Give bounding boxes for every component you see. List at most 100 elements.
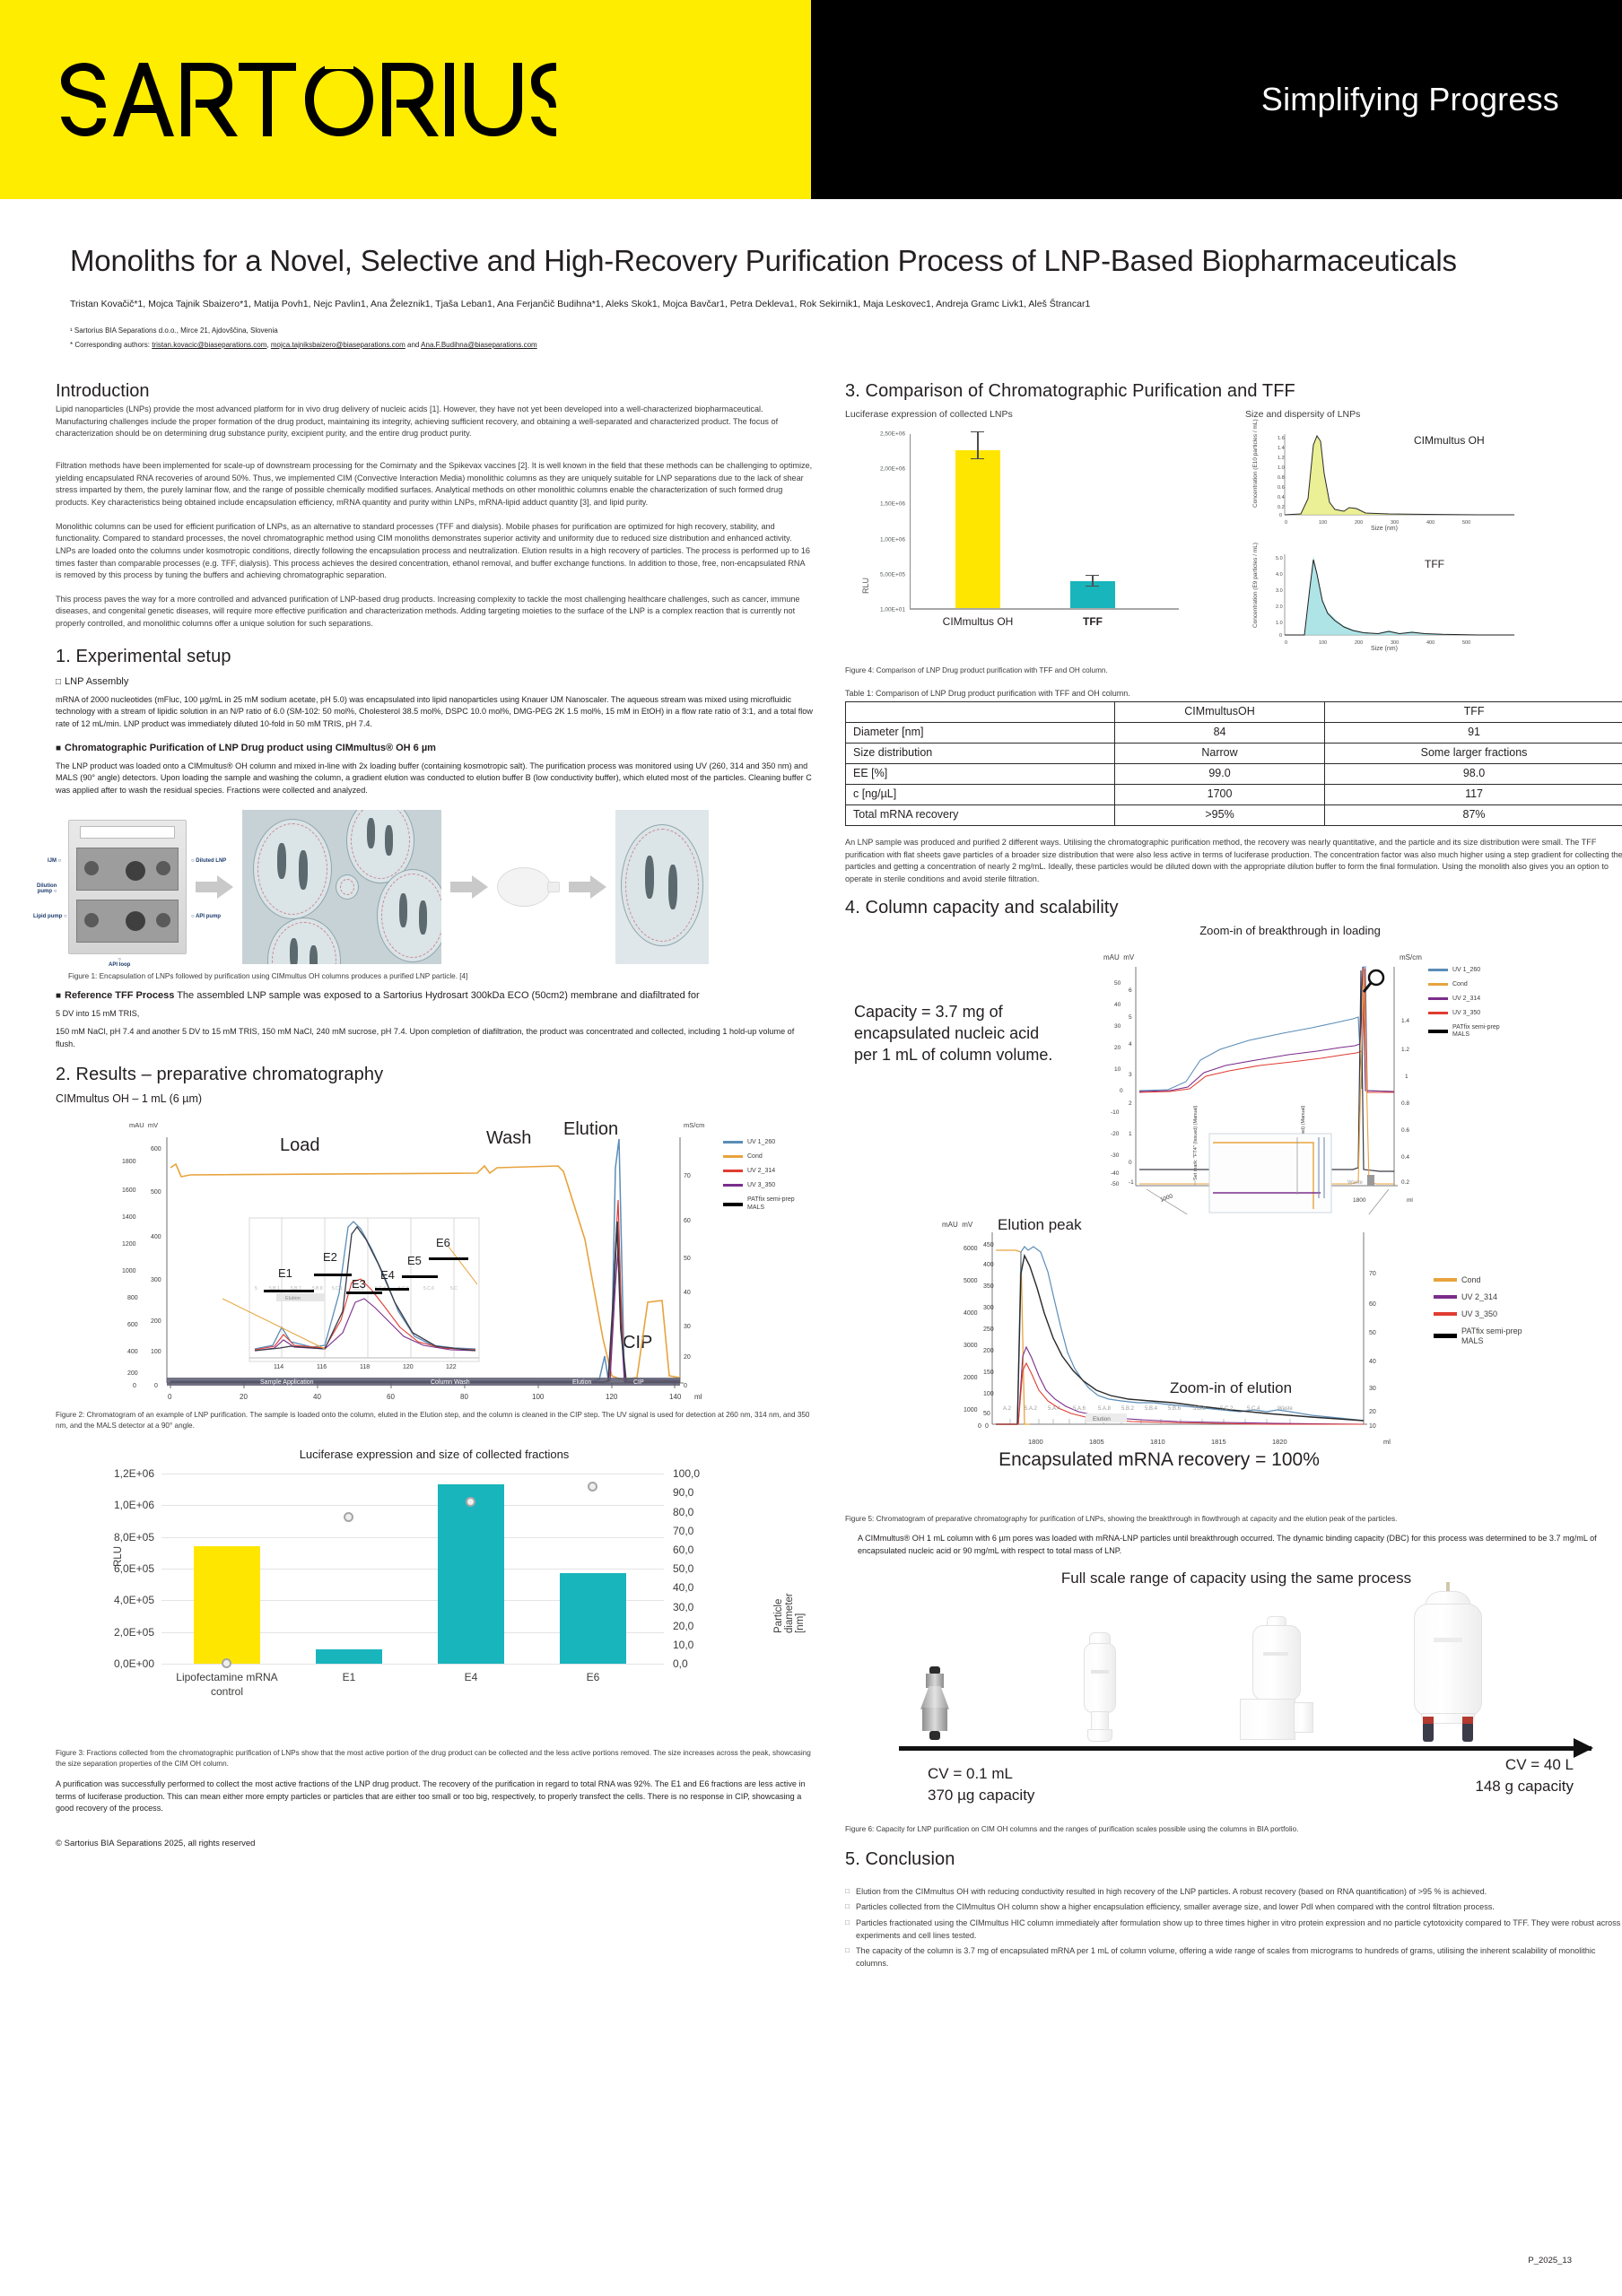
svg-text:Elution: Elution xyxy=(1093,1416,1111,1422)
label-ijm: IJM ○ xyxy=(48,857,62,864)
svg-text:5.A.2: 5.A.2 xyxy=(1025,1406,1038,1412)
svg-text:A.2: A.2 xyxy=(1003,1406,1012,1412)
svg-text:100: 100 xyxy=(983,1391,994,1397)
section-2-column-label: CIMmultus OH – 1 mL (6 µm) xyxy=(56,1092,203,1106)
column-800ml xyxy=(1240,1615,1313,1742)
svg-text:20: 20 xyxy=(1369,1409,1376,1415)
list-item: The capacity of the column is 3.7 mg of … xyxy=(845,1945,1622,1970)
section-1-paragraph-3b: 150 mM NaCl, pH 7.4 and another 5 DV to … xyxy=(56,1027,795,1048)
intro-paragraph-3: Monolithic columns can be used for effic… xyxy=(56,521,810,580)
svg-text:10: 10 xyxy=(1114,1066,1121,1073)
section-1-paragraph-1: mRNA of 2000 nucleotides (mFluc, 100 µg/… xyxy=(56,694,813,728)
email-1[interactable]: tristan.kovacic@biaseparations.com xyxy=(152,340,267,349)
figure-4-group: Luciferase expression of collected LNPs … xyxy=(845,409,1622,653)
phase-label-load: Load xyxy=(280,1135,320,1156)
svg-text:20: 20 xyxy=(1114,1045,1121,1051)
figure-4c-tff: TFF Concentration (E9 particles / mL) 5.… xyxy=(1245,543,1541,653)
scale-left-label: CV = 0.1 mL 370 µg capacity xyxy=(928,1765,1035,1804)
svg-text:1.2: 1.2 xyxy=(1278,456,1285,461)
svg-text:500: 500 xyxy=(1462,520,1470,526)
figure-2-caption: Figure 2: Chromatogram of an example of … xyxy=(56,1411,810,1431)
capacity-callout: Capacity = 3.7 mg of encapsulated nuclei… xyxy=(854,1002,1053,1065)
svg-text:0.2: 0.2 xyxy=(1278,505,1285,510)
fraction-label-e4: E4 xyxy=(380,1268,395,1283)
svg-text:40: 40 xyxy=(313,1393,321,1401)
svg-text:80: 80 xyxy=(460,1393,468,1401)
svg-text:Elution: Elution xyxy=(572,1379,592,1386)
svg-text:1800: 1800 xyxy=(1028,1438,1043,1446)
svg-text:mAU mV: mAU mV xyxy=(942,1221,973,1229)
email-3[interactable]: Ana.F.Budihna@biaseparations.com xyxy=(421,340,537,349)
figure-5a-legend: UV 1_260 Cond UV 2_314 UV 3_350 PATfix s… xyxy=(1428,967,1506,1048)
svg-text:ml: ml xyxy=(1407,1197,1413,1204)
axis-unit-mau-mv: mAU mV xyxy=(129,1121,159,1130)
svg-text:0.6: 0.6 xyxy=(1278,485,1285,491)
svg-text:-20: -20 xyxy=(1111,1131,1120,1137)
svg-text:400: 400 xyxy=(983,1262,994,1268)
svg-text:122: 122 xyxy=(446,1364,457,1370)
svg-text:-40: -40 xyxy=(1111,1170,1120,1177)
svg-text:100: 100 xyxy=(1319,640,1327,646)
bar-e4 xyxy=(438,1483,504,1665)
svg-text:0.2: 0.2 xyxy=(1401,1179,1409,1186)
svg-text:5.C.4: 5.C.4 xyxy=(1247,1406,1260,1412)
svg-text:4: 4 xyxy=(1129,1041,1132,1048)
svg-text:5: 5 xyxy=(255,1286,257,1292)
figure-5b-title: Zoom-in of elution xyxy=(1169,1378,1293,1396)
figure-1-caption: Figure 1: Encapsulation of LNPs followed… xyxy=(68,971,468,980)
svg-text:5.0: 5.0 xyxy=(1276,556,1283,561)
svg-text:ml: ml xyxy=(694,1393,702,1401)
elution-peak-label: Elution peak xyxy=(998,1215,1082,1233)
figure-4b-cimmultus-oh: CIMmultus OH Concentration (E10 particle… xyxy=(1245,419,1541,533)
svg-text:mS/cm: mS/cm xyxy=(1400,953,1422,961)
reference-tff-subheading: ■ Reference TFF Process The assembled LNP… xyxy=(56,990,700,1002)
scale-range-title: Full scale range of capacity using the s… xyxy=(1060,1569,1412,1587)
svg-text:120: 120 xyxy=(403,1364,414,1370)
figure-4a: Luciferase expression of collected LNPs … xyxy=(845,409,1222,653)
svg-text:40: 40 xyxy=(1114,1002,1121,1008)
email-2[interactable]: mojca.tajniksbaizero@biaseparations.com xyxy=(270,340,406,349)
figure-4a-chart: RLU 1,00E+01 5,00E+05 1,00E+06 1,50E+06 … xyxy=(845,425,1222,637)
svg-text:50: 50 xyxy=(1114,980,1121,987)
svg-text:0: 0 xyxy=(985,1423,989,1430)
bullet-square-filled-icon: ■ xyxy=(56,743,62,753)
purified-lnp-image xyxy=(615,809,709,964)
list-item: Particles collected from the CIMmultus O… xyxy=(845,1901,1622,1914)
figure-6-scale-row: CV = 0.1 mL 370 µg capacity CV = 40 L 14… xyxy=(845,1581,1622,1804)
svg-text:350: 350 xyxy=(983,1283,994,1290)
svg-text:2: 2 xyxy=(1129,1100,1132,1107)
tff-filter-capsule-icon xyxy=(497,860,560,914)
bar-lipofectamine xyxy=(194,1546,260,1665)
figure-2-chromatogram: mAU mV mS/cm 1800 1600 1400 1200 1000 80… xyxy=(56,1114,813,1403)
bullet-square-filled-icon-2: ■ xyxy=(56,991,62,1002)
svg-text:0: 0 xyxy=(1279,513,1282,518)
figure-2-legend: UV 1_260 Cond UV 2_314 UV 3_350 PATfix s… xyxy=(723,1139,799,1221)
svg-text:20: 20 xyxy=(240,1393,248,1401)
svg-text:5.A.8: 5.A.8 xyxy=(1098,1406,1112,1412)
svg-text:50: 50 xyxy=(1369,1330,1376,1336)
svg-text:Set mark: "FT4" (Issued) (Manu: Set mark: "FT4" (Issued) (Manual) xyxy=(1193,1105,1199,1180)
label-dilution-pump: Dilution pump ○ xyxy=(37,883,57,894)
svg-text:300: 300 xyxy=(983,1305,994,1311)
table-header-row: CIMmultusOH TFF xyxy=(845,701,1622,723)
figure-1-process-diagram: IJM ○ Dilution pump ○ Lipid pump ○ ○ Dilu… xyxy=(33,809,813,968)
conclusion-list: Elution from the CIMmultus OH with reduc… xyxy=(845,1886,1622,1970)
axis-unit-ms-cm: mS/cm xyxy=(684,1121,705,1130)
phase-label-wash: Wash xyxy=(486,1128,532,1149)
figure-3-chart: RLU Particle diameter [nm] 0,0E+00 2,0E+… xyxy=(56,1466,813,1701)
figure-4bc-title: Size and dispersity of LNPs xyxy=(1245,409,1361,421)
xcat-e4: E4 xyxy=(464,1671,478,1684)
table-row: Total mRNA recovery >95% 87% xyxy=(845,804,1622,826)
svg-text:1805: 1805 xyxy=(1089,1438,1104,1446)
scale-right-label: CV = 40 L 148 g capacity xyxy=(1475,1756,1574,1795)
section-2-results-paragraph: A purification was successfully performe… xyxy=(56,1779,806,1813)
svg-text:5.B.6: 5.B.6 xyxy=(1168,1406,1182,1412)
svg-text:5.C.1: 5.C.1 xyxy=(332,1286,343,1292)
svg-text:6: 6 xyxy=(1129,987,1132,994)
section-1-heading: 1. Experimental setup xyxy=(56,646,231,666)
svg-text:4000: 4000 xyxy=(964,1310,978,1317)
section-1-paragraph-2: The LNP product was loaded onto a CIMmul… xyxy=(56,761,812,795)
figure-5b-inset-svg xyxy=(1208,1133,1332,1213)
phase-label-cip: CIP xyxy=(623,1333,653,1353)
